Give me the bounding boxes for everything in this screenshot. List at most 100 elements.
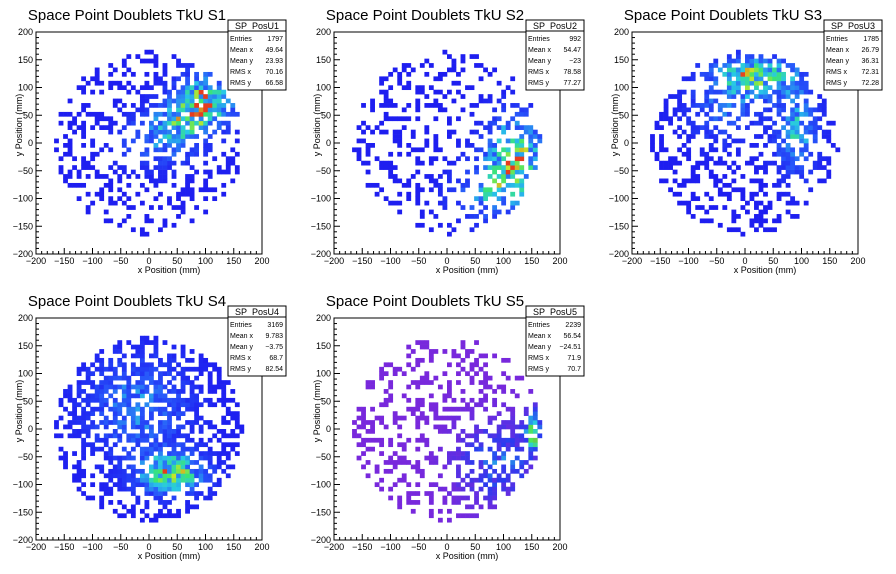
heatmap-bin [668,120,673,126]
heatmap-bin [72,464,77,470]
heatmap-bin [758,67,764,73]
heatmap-bin [194,169,200,175]
heatmap-bin [465,513,470,519]
heatmap-bin [456,353,461,359]
heatmap-bin [180,375,186,381]
heatmap-bin [203,196,209,202]
heatmap-bin [203,111,209,117]
heatmap-bin [144,433,150,439]
heatmap-bin [763,98,768,104]
stats-name: SP_PosU1 [235,21,279,31]
heatmap-bin [81,165,87,170]
heatmap-bin [221,389,227,394]
heatmap-bin [365,446,371,452]
heatmap-bin [198,94,204,99]
heatmap-bin [510,460,516,465]
heatmap-bin [708,174,714,179]
heatmap-bin [460,397,466,403]
heatmap-bin [171,174,177,179]
heatmap-bin [216,429,222,434]
heatmap-bin [510,486,516,492]
heatmap-bin [437,147,443,153]
heatmap-bin [185,71,190,77]
heatmap-bin [85,433,91,439]
heatmap-bin [428,63,434,68]
heatmap-bin [153,125,159,130]
heatmap-bin [153,344,159,350]
heatmap-bin [740,174,746,179]
stats-label: RMS x [826,69,848,76]
heatmap-bin [194,143,200,148]
heatmap-bin [374,482,380,488]
heatmap-bin [121,429,127,434]
heatmap-bin [185,433,190,439]
heatmap-bin [790,120,796,126]
heatmap-bin [203,71,209,77]
heatmap-bin [785,63,791,68]
heatmap-bin [492,214,498,219]
heatmap-bin [731,214,737,219]
heatmap-bin [185,191,190,197]
heatmap-bin [478,460,484,465]
heatmap-bin [532,406,538,412]
heatmap-bin [90,393,96,399]
heatmap-bin [428,227,434,233]
heatmap-bin [695,178,701,184]
heatmap-bin [162,393,168,399]
heatmap-bin [763,129,768,135]
heatmap-bin [794,120,800,126]
heatmap-bin [401,477,407,483]
heatmap-bin [76,111,82,117]
stats-box-frame [525,19,585,91]
heatmap-bin [112,384,118,390]
heatmap-bin [383,460,389,465]
heatmap-bin [153,464,159,470]
heatmap-bin [149,103,154,108]
heatmap-bin [410,464,416,470]
x-tick-label: 0 [444,256,449,266]
heatmap-bin [144,500,150,505]
heatmap-bin [776,80,782,86]
heatmap-bin [176,98,181,104]
heatmap-bin [162,340,168,345]
heatmap-bin [379,89,385,95]
heatmap-bin [514,446,520,452]
stats-label: RMS x [528,69,550,76]
heatmap-bin [713,182,719,188]
heatmap-bin [144,231,150,237]
heatmap-bin [203,362,209,368]
heatmap-bin [171,205,177,210]
heatmap-bin [225,380,231,385]
heatmap-bin [790,169,796,175]
heatmap-bin [180,98,186,104]
heatmap-bin [749,160,755,166]
heatmap-bin [528,138,534,144]
heatmap-bin [76,196,82,202]
heatmap-bin [447,174,452,179]
heatmap-bin [758,54,764,59]
histogram-panel-2: Space Point Doublets TkU S2−200−200−150−… [311,7,585,275]
heatmap-bin [171,366,177,372]
stats-value: 49.64 [265,47,283,54]
heatmap-bin [397,138,403,144]
heatmap-bin [194,375,200,381]
heatmap-bin [510,437,516,443]
heatmap-bin [153,442,159,448]
heatmap-bin [528,464,534,470]
heatmap-bin [492,353,498,359]
heatmap-bin [149,375,154,381]
heatmap-bin [153,103,159,108]
heatmap-bin [528,420,534,425]
x-axis-label: x Position (mm) [734,265,797,275]
heatmap-bin [207,455,213,461]
heatmap-bin [130,371,136,377]
heatmap-bin [198,362,204,368]
heatmap-bin [153,116,159,122]
heatmap-bin [523,411,529,416]
heatmap-bin [171,147,177,153]
heatmap-bin [708,98,714,104]
heatmap-bin [103,486,109,492]
heatmap-bin [401,63,407,68]
heatmap-bin [216,89,222,95]
heatmap-bin [185,120,190,126]
